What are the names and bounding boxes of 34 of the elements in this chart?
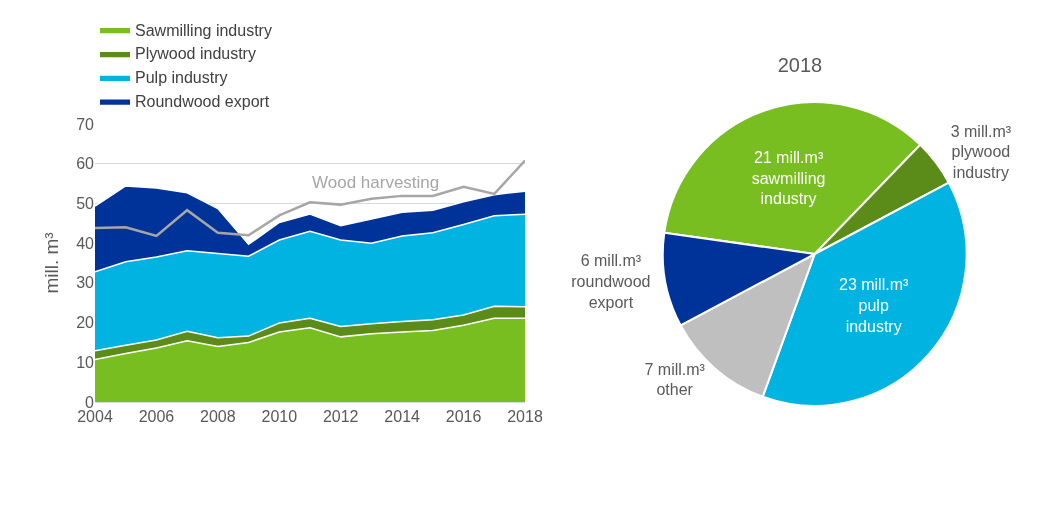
slice-label: pulp industry [845, 297, 902, 335]
y-tick-label: 70 [76, 115, 95, 133]
data-label: 6 mill.m³ [580, 251, 642, 269]
x-tick-label: 2008 [200, 408, 236, 426]
y-tick-label: 40 [76, 234, 95, 252]
x-tick-label: 2010 [261, 408, 298, 426]
y-axis-title: mill. m³ [41, 232, 63, 294]
x-tick-label: 2016 [445, 408, 482, 426]
legend-label: Roundwood export [135, 92, 270, 110]
x-tick-label: 2018 [507, 408, 543, 426]
y-tick-label: 20 [76, 314, 95, 332]
y-tick-label: 60 [76, 155, 95, 173]
series-label: Wood harvesting [312, 173, 440, 192]
x-tick-label: 2004 [77, 408, 113, 426]
legend-label: Plywood industry [135, 45, 256, 63]
x-tick-label: 2014 [384, 408, 421, 426]
legend-label: Sawmilling industry [135, 21, 272, 39]
slice-label: sawmilling industry [751, 169, 826, 208]
data-label: 23 mill.m³ [838, 276, 909, 294]
slice-label: roundwood export [571, 272, 651, 311]
legend-label: Pulp industry [135, 69, 228, 87]
data-label: 21 mill.m³ [753, 148, 824, 166]
y-tick-label: 0 [85, 393, 95, 411]
slice-label: other [656, 381, 694, 399]
y-tick-label: 50 [76, 195, 95, 213]
slice-label: plywood industry [951, 143, 1011, 182]
y-tick-label: 30 [76, 274, 95, 292]
data-label: 3 mill.m³ [950, 122, 1012, 140]
x-tick-label: 2012 [322, 408, 359, 426]
data-label: 7 mill.m³ [644, 360, 706, 378]
chart-title: 2018 [777, 54, 823, 76]
x-tick-label: 2006 [138, 408, 175, 426]
line-series [95, 159, 525, 238]
y-tick-label: 10 [76, 353, 95, 371]
